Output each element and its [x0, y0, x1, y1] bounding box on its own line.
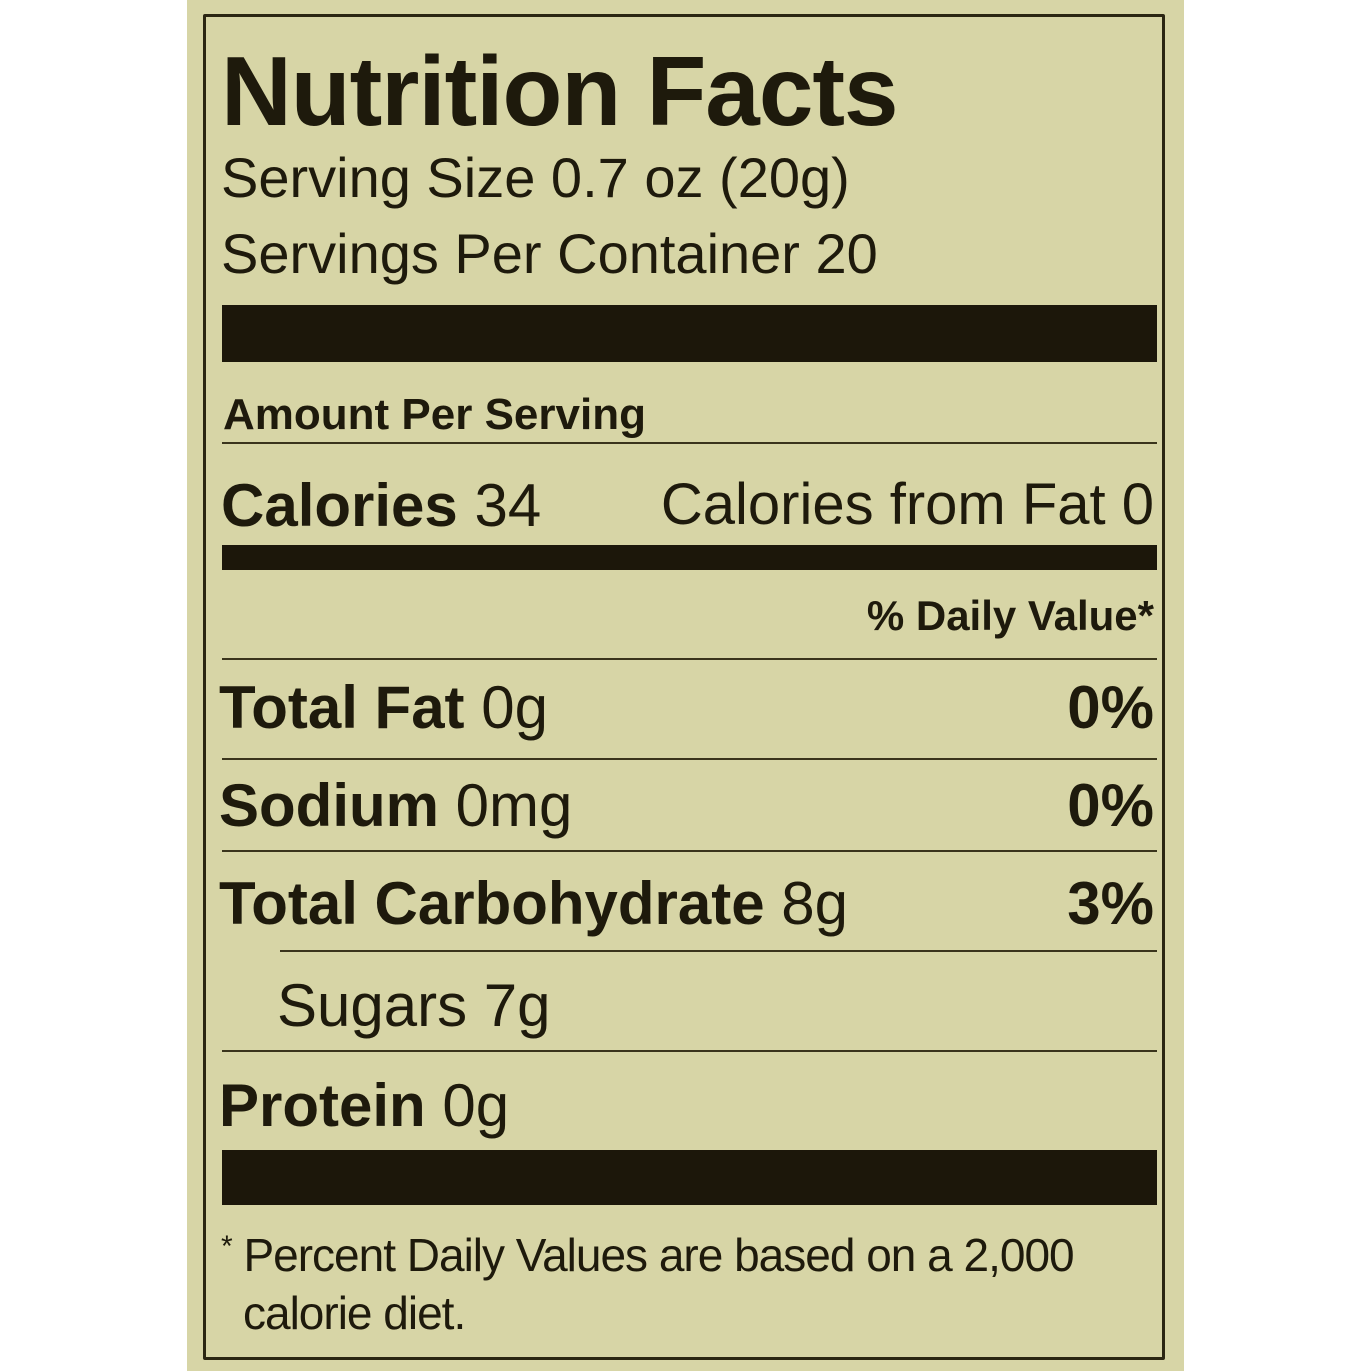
nutrient-label: Total Carbohydrate	[219, 870, 765, 937]
label-title: Nutrition Facts	[221, 36, 898, 146]
thick-divider	[222, 1150, 1157, 1205]
nutrient-amount: 0mg	[455, 772, 573, 839]
serving-size: Serving Size 0.7 oz (20g)	[221, 146, 850, 209]
calories-row: Calories 34	[221, 476, 541, 536]
calories-value: 34	[474, 472, 542, 539]
amount-per-serving: Amount Per Serving	[223, 390, 646, 439]
daily-value-header: % Daily Value*	[866, 592, 1154, 639]
nutrient-label: Total Fat	[219, 674, 465, 741]
divider	[222, 442, 1157, 444]
nutrient-row-total-fat: Total Fat 0g	[219, 678, 548, 738]
medium-divider	[222, 545, 1157, 570]
thick-divider	[222, 305, 1157, 362]
label-border	[203, 14, 1165, 1360]
footnote-text: Percent Daily Values are based on a 2,00…	[243, 1229, 1074, 1281]
footnote-mark: *	[221, 1230, 233, 1263]
nutrient-dv: 3%	[1067, 870, 1154, 937]
divider	[222, 658, 1157, 660]
nutrient-amount: 7g	[483, 972, 551, 1039]
divider	[222, 1050, 1157, 1052]
nutrient-amount: 0g	[481, 674, 548, 741]
divider	[280, 950, 1157, 952]
calories-label: Calories	[221, 472, 458, 539]
footnote-line-1: * Percent Daily Values are based on a 2,…	[221, 1229, 1075, 1281]
nutrient-label: Protein	[219, 1072, 426, 1139]
nutrient-dv: 0%	[1067, 772, 1154, 839]
servings-per-container: Servings Per Container 20	[221, 222, 878, 285]
nutrition-label: Nutrition Facts Serving Size 0.7 oz (20g…	[187, 0, 1184, 1371]
nutrient-row-total-carbohydrate: Total Carbohydrate 8g	[219, 874, 848, 934]
nutrient-label: Sodium	[219, 772, 439, 839]
nutrient-row-sugars: Sugars 7g	[277, 976, 551, 1036]
divider	[222, 758, 1157, 760]
nutrient-dv: 0%	[1067, 674, 1154, 741]
nutrient-row-protein: Protein 0g	[219, 1076, 509, 1136]
nutrient-row-sodium: Sodium 0mg	[219, 776, 572, 836]
divider	[222, 850, 1157, 852]
nutrient-label: Sugars	[277, 972, 468, 1039]
nutrient-amount: 8g	[781, 870, 849, 937]
nutrient-amount: 0g	[442, 1072, 510, 1139]
calories-from-fat: Calories from Fat 0	[660, 472, 1154, 537]
footnote-line-2: calorie diet.	[243, 1287, 466, 1339]
